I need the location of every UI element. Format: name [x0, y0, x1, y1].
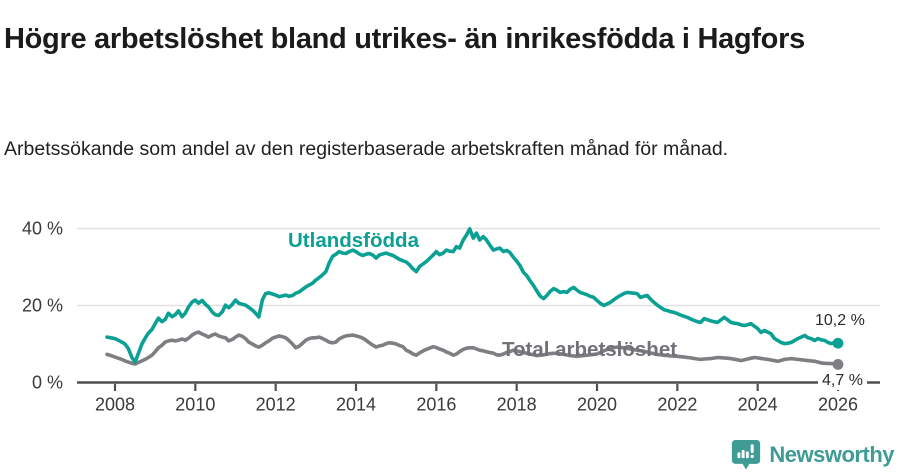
- svg-text:2024: 2024: [738, 395, 778, 415]
- svg-text:2026: 2026: [818, 395, 858, 415]
- svg-text:2012: 2012: [256, 395, 296, 415]
- series-label-utlandsfodda: Utlandsfödda: [288, 229, 419, 252]
- svg-text:2022: 2022: [657, 395, 697, 415]
- svg-text:2016: 2016: [416, 395, 456, 415]
- brand-name: Newsworthy: [769, 442, 894, 467]
- svg-text:2014: 2014: [336, 395, 376, 415]
- page-title: Högre arbetslöshet bland utrikes- än inr…: [4, 23, 805, 56]
- line-chart: 0 % 20 % 40 % 2008 2010 2012 2014 2016 2018 2020 2…: [0, 200, 900, 435]
- chart-svg: 0 % 20 % 40 % 2008 2010 2012 2014 2016 2018 2020 2…: [22, 219, 880, 415]
- newsworthy-logo-icon: [732, 440, 761, 470]
- page-subtitle: Arbetssökande som andel av den registerb…: [4, 137, 729, 160]
- svg-text:2020: 2020: [577, 395, 617, 415]
- svg-text:2008: 2008: [95, 395, 135, 415]
- svg-text:2010: 2010: [175, 395, 215, 415]
- svg-text:20 %: 20 %: [22, 296, 63, 316]
- end-value-utlandsfodda: 10,2 %: [815, 312, 865, 329]
- svg-text:2018: 2018: [497, 395, 537, 415]
- end-value-total: 4,7 %: [818, 372, 867, 390]
- svg-text:0 %: 0 %: [32, 373, 63, 393]
- svg-text:40 %: 40 %: [22, 219, 63, 239]
- brand-footer: Newsworthy: [731, 438, 894, 472]
- series-label-total: Total arbetslöshet: [502, 338, 678, 361]
